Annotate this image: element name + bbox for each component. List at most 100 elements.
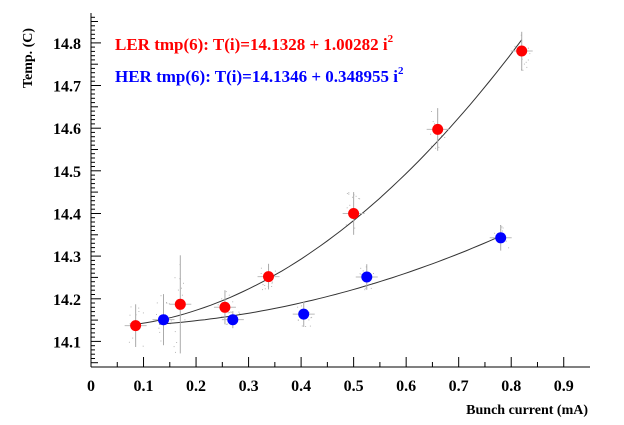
noise-dot [360, 274, 362, 276]
noise-dot [225, 291, 227, 293]
x-tick-label: 0 [87, 378, 95, 395]
noise-dot [430, 145, 432, 147]
noise-dot [370, 287, 372, 289]
noise-dot [360, 267, 362, 269]
noise-dot [523, 63, 525, 65]
noise-dot [174, 277, 176, 279]
noise-dot [441, 135, 443, 137]
noise-dot [226, 323, 228, 325]
y-tick-label: 14.2 [53, 292, 81, 309]
noise-dot [359, 273, 361, 275]
noise-dot [156, 314, 157, 315]
noise-dot [346, 193, 348, 194]
noise-dot [227, 312, 229, 314]
noise-dot [309, 325, 311, 327]
noise-dot [355, 195, 357, 197]
noise-dot [522, 69, 524, 71]
data-point-1 [227, 314, 239, 326]
noise-dot [225, 323, 227, 325]
noise-dot [239, 312, 241, 314]
fit-curve-1 [159, 235, 501, 325]
x-tick-label: 0.4 [291, 378, 311, 395]
y-tick-label: 14.1 [53, 334, 81, 351]
x-tick-label: 0.6 [396, 378, 416, 395]
noise-dot [170, 320, 172, 322]
noise-dot [217, 304, 219, 306]
noise-dot [156, 302, 158, 304]
data-point-0 [263, 271, 274, 283]
noise-dot [501, 230, 503, 232]
axes: 0 0.1 0.2 0.3 0.4 0.5 0.6 0.7 0.8 0.9 14.1 14.2 14.3… [53, 13, 590, 395]
noise-dot [260, 273, 262, 274]
noise-dot [160, 295, 162, 297]
noise-dot [183, 282, 184, 284]
x-tick-label: 0.5 [344, 378, 364, 395]
noise-dot [173, 346, 175, 348]
noise-dot [175, 351, 176, 353]
noise-dot [435, 147, 437, 149]
noise-dot [527, 59, 529, 61]
noise-dot [271, 281, 273, 283]
noise-dot [160, 340, 162, 342]
noise-dot [271, 282, 273, 284]
noise-dot [130, 306, 132, 308]
noise-dot [142, 345, 144, 347]
noise-dot [181, 294, 183, 296]
data-point-0 [219, 301, 231, 313]
noise-dot [525, 61, 527, 63]
noise-dot [346, 207, 348, 209]
fit-curve-0 [132, 39, 523, 326]
noise-dot [373, 273, 374, 274]
legend-her-fit: HER tmp(6): T(i)=14.1346 + 0.348955 i2 [115, 65, 404, 86]
data-point-1 [361, 271, 373, 283]
data-point-1 [298, 308, 310, 320]
noise-dot [434, 123, 435, 125]
noise-dot [228, 312, 230, 314]
noise-dot [138, 311, 140, 312]
noise-dot [301, 325, 303, 327]
noise-dot [262, 289, 263, 291]
noise-dot [177, 289, 179, 291]
noise-dot [297, 306, 299, 308]
noise-dot [305, 326, 307, 327]
noise-dot [228, 294, 230, 296]
noise-dot [129, 323, 131, 325]
noise-dot [362, 270, 364, 272]
noise-dot [352, 196, 354, 198]
noise-dot [364, 289, 366, 291]
noise-dot [354, 227, 356, 229]
noise-dot [238, 311, 240, 313]
fit-curves [132, 39, 523, 326]
x-tick-label: 0.3 [239, 378, 259, 395]
noise-dot [176, 342, 178, 343]
y-tick-label: 14.3 [53, 249, 81, 266]
noise-dot [166, 302, 168, 304]
noise-dot [502, 227, 504, 229]
noise-dot [438, 146, 440, 148]
noise-dot [430, 133, 432, 135]
noise-dot [308, 311, 310, 313]
noise-dot [514, 45, 516, 47]
noise-dot [138, 307, 140, 309]
noise-dot [526, 66, 528, 68]
noise-dot [142, 312, 144, 314]
y-axis-label: Temp. (C) [21, 28, 36, 88]
noise-dot [159, 331, 161, 333]
legend-her-fit-exponent: 2 [398, 65, 404, 77]
x-axis-label: Bunch current (mA) [466, 403, 588, 418]
noise-dot [221, 316, 223, 318]
noise-dot [168, 303, 170, 305]
noise-dot [505, 240, 507, 242]
data-point-0 [174, 298, 186, 310]
noise-dot [231, 311, 233, 313]
noise-dot [364, 287, 366, 289]
y-tick-label: 14.8 [53, 36, 81, 53]
noise-dot [221, 298, 223, 300]
noise-dot [158, 327, 160, 329]
noise-dot [444, 137, 446, 138]
noise-dot [271, 286, 273, 287]
legend-ler-fit-exponent: 2 [388, 33, 394, 45]
data-point-0 [432, 123, 444, 135]
